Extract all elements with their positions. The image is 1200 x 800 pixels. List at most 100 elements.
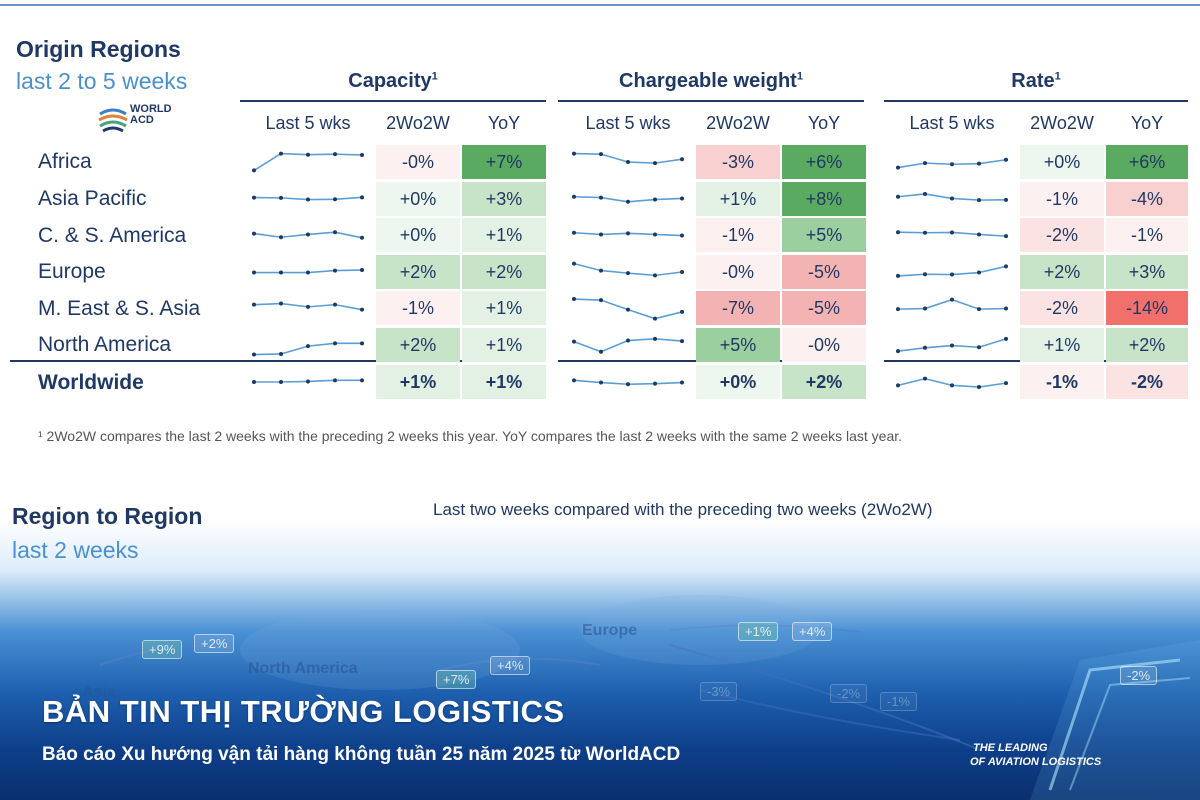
sparkline-point	[279, 151, 283, 156]
sparkline-point	[306, 197, 310, 202]
sparkline-point	[896, 194, 900, 199]
cell-cap-yoy: +3%	[462, 181, 546, 216]
cell-cap-2wo2w: +2%	[376, 254, 460, 289]
map-pill: -1%	[880, 692, 918, 711]
col-header-cw-2wo2w: 2Wo2W	[706, 113, 770, 133]
logo-line-1: WORLD	[130, 103, 172, 115]
sparkline-point	[977, 232, 981, 237]
sparkline-point	[680, 270, 684, 274]
top-divider	[0, 4, 1200, 6]
sparkline-point	[572, 261, 576, 266]
sparkline-point	[252, 231, 256, 236]
sparkline-point	[252, 380, 256, 384]
sparkline-point	[306, 152, 310, 157]
cell-cw-2wo2w: -1%	[696, 217, 780, 252]
sparkline-point	[252, 302, 256, 307]
cell-cw-2wo2w: +0%	[696, 364, 780, 399]
sparkline-point	[306, 379, 310, 384]
sparkline-point	[279, 235, 283, 240]
sparkline-point	[653, 316, 657, 321]
sparkline-point	[653, 273, 657, 278]
sparkline-point	[923, 161, 927, 166]
sparkline-point	[977, 345, 981, 350]
sparkline-point	[252, 270, 256, 275]
sparkline-point	[1004, 306, 1008, 311]
tagline-line-1: THE LEADING	[973, 742, 1048, 754]
group-chargeable-weight-label: Chargeable weight	[619, 70, 797, 92]
sparkline-point	[977, 307, 981, 312]
sparkline-point	[626, 338, 630, 343]
cell-cw-yoy: +8%	[782, 181, 866, 216]
group-underline-chargeable-weight	[558, 100, 864, 102]
row-label-worldwide: Worldwide	[38, 371, 144, 394]
sparkline-point	[599, 232, 603, 237]
col-header-rate-last5: Last 5 wks	[909, 113, 995, 133]
sparkline-point	[333, 302, 337, 307]
sparkline-point	[626, 160, 630, 164]
sparkline-point	[653, 381, 657, 386]
sparkline-point	[680, 233, 684, 238]
map-label-north-america: North America	[248, 660, 358, 677]
sparkline-point	[896, 349, 900, 354]
globe-icon	[98, 108, 128, 133]
cell-cw-yoy: -5%	[782, 254, 866, 289]
worldwide-divider-capacity	[10, 360, 546, 362]
sparkline-point	[680, 196, 684, 201]
group-underline-capacity	[240, 100, 546, 102]
sparkline-point	[572, 151, 576, 156]
sparkline-point	[360, 307, 364, 312]
map-pill: +2%	[194, 634, 235, 653]
sparkline-point	[923, 345, 927, 350]
cell-cw-2wo2w: -7%	[696, 290, 780, 325]
map-label-europe: Europe	[582, 622, 638, 639]
sparkline-point	[360, 235, 364, 240]
page-title: Origin Regions	[16, 36, 181, 62]
cell-cw-yoy: +5%	[782, 217, 866, 252]
cell-rate-2wo2w: -2%	[1020, 290, 1104, 325]
sparkline-point	[653, 197, 657, 202]
sparkline-point	[626, 231, 630, 236]
cell-cap-yoy: +1%	[462, 217, 546, 252]
group-underline-rate	[884, 100, 1188, 102]
sparkline-point	[333, 341, 337, 346]
sparkline-point	[599, 152, 603, 157]
map-pill: -2%	[1120, 666, 1158, 685]
sparkline-point	[572, 230, 576, 235]
sparkline-point	[923, 306, 927, 311]
banner-title: BẢN TIN THỊ TRƯỜNG LOGISTICS	[42, 694, 565, 729]
sparkline-point	[923, 230, 927, 235]
footnote: ¹ 2Wo2W compares the last 2 weeks with t…	[38, 428, 903, 444]
group-capacity-label: Capacity	[348, 70, 432, 92]
cell-cw-yoy: +6%	[782, 144, 866, 179]
sparkline-point	[279, 380, 283, 384]
logo-text: WORLD ACD	[130, 104, 172, 126]
sparkline-point	[333, 230, 337, 235]
cell-cap-2wo2w: -0%	[376, 144, 460, 179]
row-label-europe: Europe	[38, 260, 106, 283]
sparkline-point	[1004, 157, 1008, 162]
map-pill: +7%	[436, 670, 477, 689]
sparkline-point	[360, 378, 364, 383]
col-header-cap-last5: Last 5 wks	[265, 113, 351, 133]
map-pill: +4%	[792, 622, 833, 641]
sparkline-point	[333, 268, 337, 273]
col-header-cw-yoy: YoY	[807, 113, 841, 133]
cell-rate-yoy: +2%	[1106, 327, 1188, 362]
tagline-line-2: OF AVIATION LOGISTICS	[970, 756, 1102, 768]
map-pill: +1%	[738, 622, 779, 641]
group-capacity-sup: 1	[431, 70, 438, 83]
cell-cw-yoy: -0%	[782, 327, 866, 362]
sparkline-point	[1004, 197, 1008, 202]
cell-rate-2wo2w: -1%	[1020, 181, 1104, 216]
sparkline-point	[572, 297, 576, 302]
sparkline-point	[306, 344, 310, 349]
group-header-chargeable-weight: Chargeable weight1	[558, 70, 864, 93]
banner-subtitle: Báo cáo Xu hướng vận tải hàng không tuần…	[42, 744, 681, 765]
sparkline-point	[626, 307, 630, 312]
sparkline-point	[306, 232, 310, 237]
sparkline-point	[333, 197, 337, 202]
sparkline-point	[333, 152, 337, 157]
sparkline-point	[252, 195, 256, 200]
sparkline-point	[680, 309, 684, 314]
sparkline-point	[950, 272, 954, 277]
